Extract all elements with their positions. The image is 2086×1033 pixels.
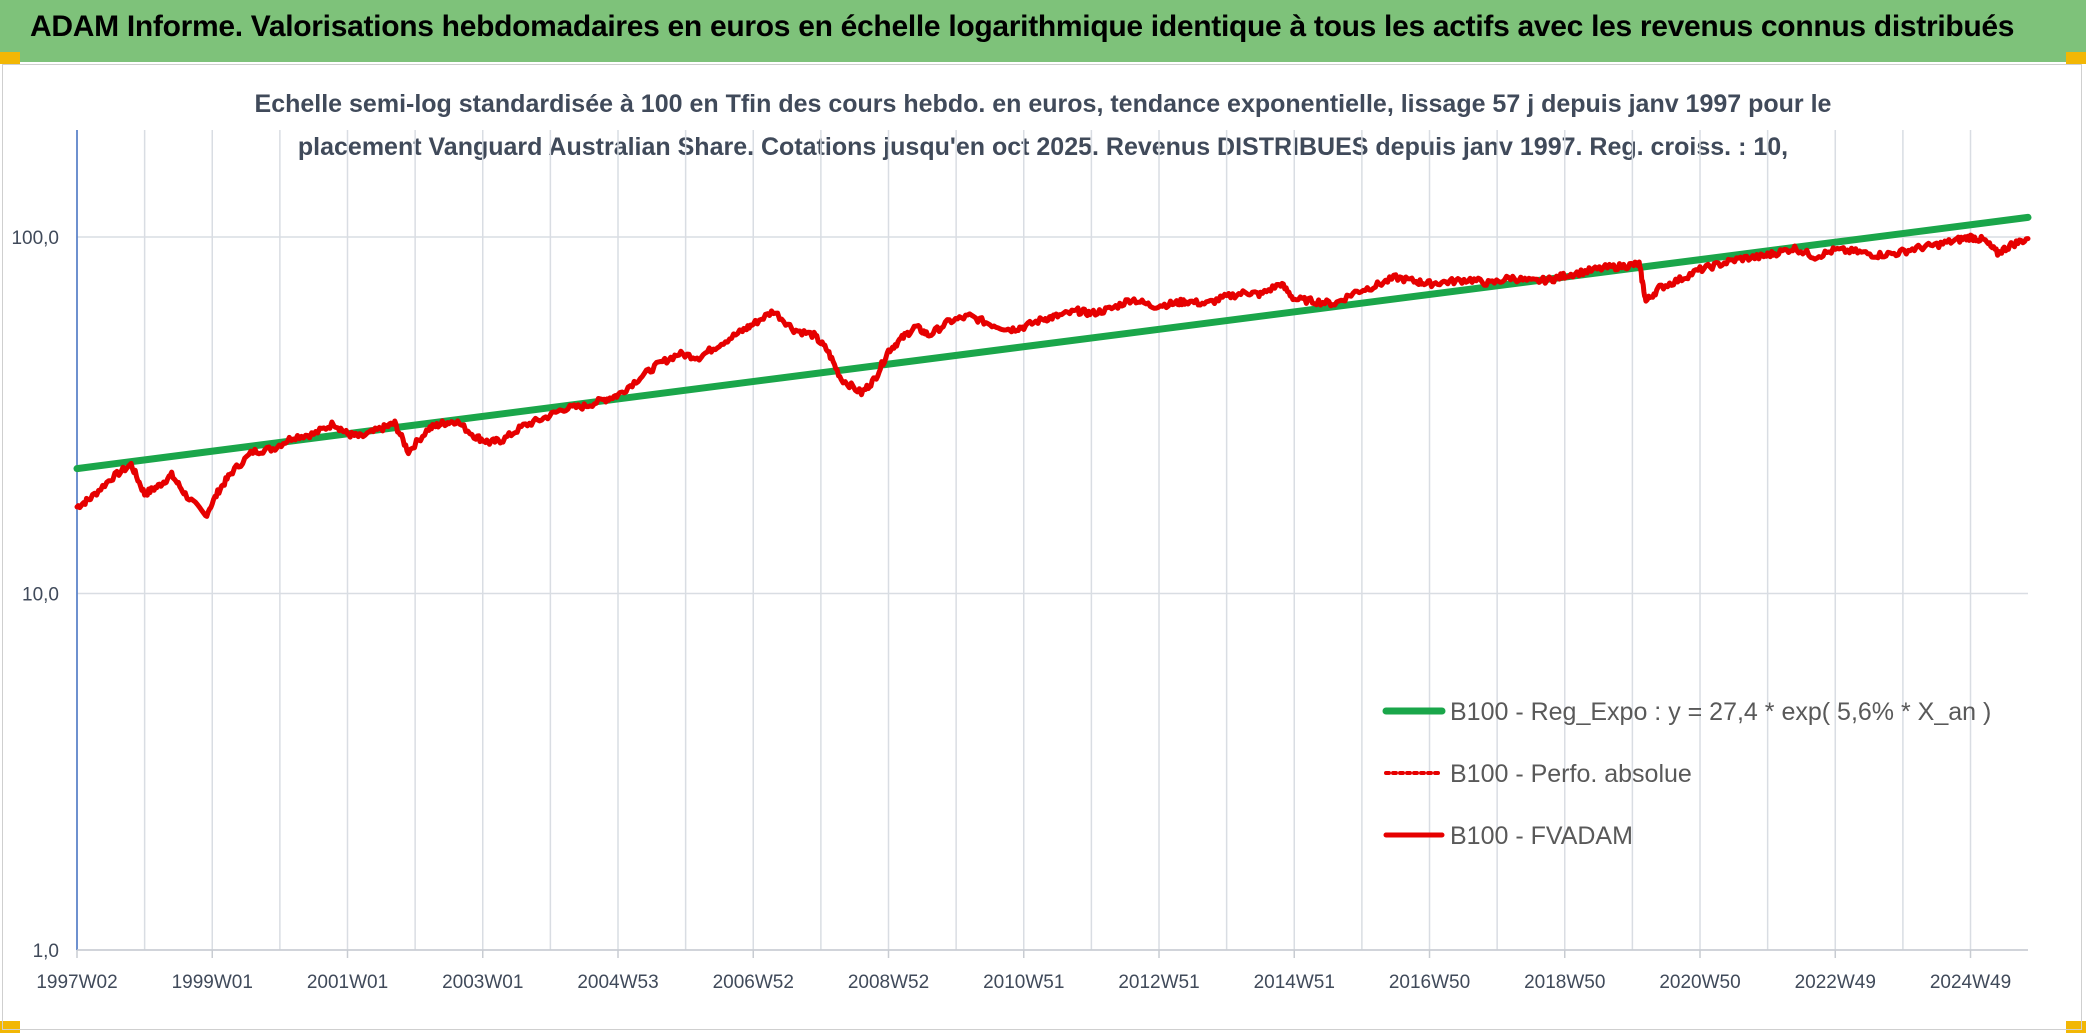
x-tick-label: 2001W01 [307, 972, 388, 993]
x-tick-label: 2008W52 [848, 972, 929, 993]
legend-label: B100 - Reg_Expo : y = 27,4 * exp( 5,6% *… [1450, 698, 1991, 726]
chart-title-line-2: placement Vanguard Australian Share. Cot… [297, 133, 1789, 161]
legend: B100 - Reg_Expo : y = 27,4 * exp( 5,6% *… [1382, 698, 1991, 850]
axes: 1,0 10,0 100,0 1997W02 1999W01 2001W01 2003W01… [11, 130, 2028, 993]
series-lines [73, 213, 2032, 519]
x-tick-label: 2003W01 [442, 972, 523, 993]
y-tick-label: 100,0 [11, 228, 59, 249]
x-tick-label: 1999W01 [172, 972, 253, 993]
x-tick-label: 2018W50 [1524, 972, 1605, 993]
chart-title-line-1: Echelle semi-log standardisée à 100 en T… [254, 90, 1832, 118]
y-tick-label: 1,0 [33, 941, 59, 962]
legend-label: B100 - FVADAM [1450, 822, 1633, 850]
chart-frame [2, 64, 2082, 1030]
x-tick-label: 2012W51 [1118, 972, 1199, 993]
x-tick-label: 2006W52 [713, 972, 794, 993]
x-tick-label: 2016W50 [1389, 972, 1470, 993]
x-tick-label: 2004W53 [577, 972, 658, 993]
corner-marker [0, 52, 20, 64]
legend-label: B100 - Perfo. absolue [1450, 760, 1692, 788]
x-tick-label: 2014W51 [1254, 972, 1335, 993]
x-tick-label: 1997W02 [36, 972, 117, 993]
x-tick-label: 2010W51 [983, 972, 1064, 993]
corner-marker [2066, 52, 2086, 64]
x-tick-label: 2022W49 [1795, 972, 1876, 993]
grid-lines [76, 130, 2028, 951]
x-tick-label: 2024W49 [1930, 972, 2011, 993]
series-line-solid-red [74, 232, 2031, 519]
corner-marker [0, 1021, 20, 1033]
report-title: ADAM Informe. Valorisations hebdomadaire… [30, 10, 2015, 43]
report-banner: ADAM Informe. Valorisations hebdomadaire… [0, 0, 2086, 62]
y-tick-label: 10,0 [22, 585, 59, 606]
x-tick-label: 2020W50 [1659, 972, 1740, 993]
series-line-solid-green [73, 213, 2032, 473]
